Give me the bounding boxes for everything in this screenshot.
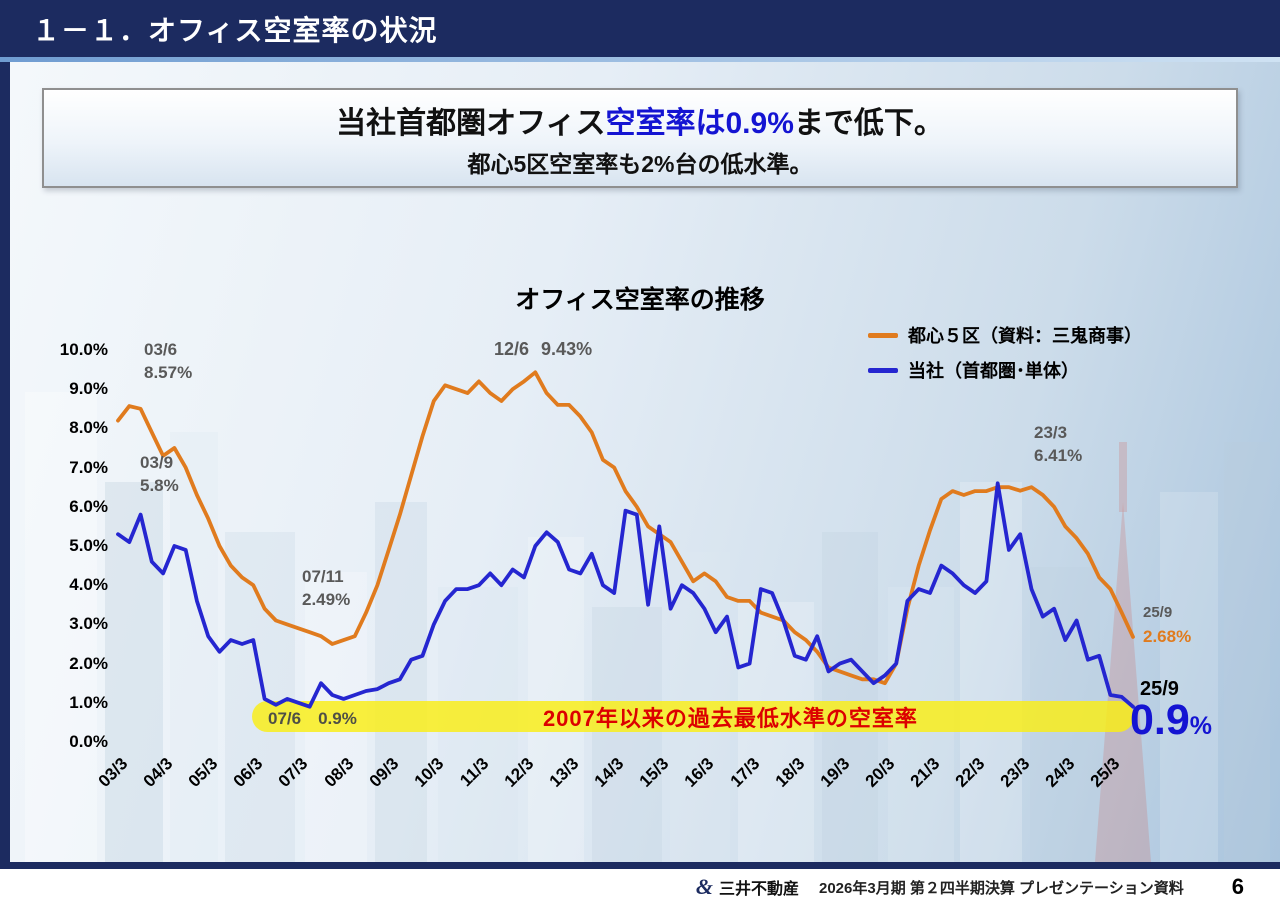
annotation-2025-09-own-value: 0.9% [1130, 699, 1212, 742]
x-tick-label: 20/3 [861, 754, 899, 791]
band-main-label: 2007年以来の過去最低水準の空室率 [542, 705, 918, 731]
x-tick-label: 07/3 [275, 754, 312, 791]
annotation-date: 23/3 [1034, 423, 1068, 442]
annotation-date: 03/9 [140, 453, 174, 472]
headline-line1: 当社首都圏オフィス空室率は0.9%まで低下。 [336, 98, 944, 142]
annotation-value: 8.57% [144, 362, 193, 382]
tokyo-tower-silhouette [1095, 502, 1151, 862]
y-tick-label: 5.0% [69, 536, 108, 555]
big-value-unit: % [1189, 712, 1213, 740]
headline-prefix: 当社首都圏オフィス [336, 106, 606, 140]
mitsui-ampersand-logo: & [695, 874, 713, 899]
city-photo-background [10, 62, 1280, 862]
city-skyline-graphic [25, 392, 1270, 862]
annotation-date: 12/6 [494, 339, 530, 359]
chart-legend: 都心５区（資料：三鬼商事） 当社（首都圏･単体） [868, 322, 1142, 383]
annotation-2025-09-central5wards: 25/9 2.68% [1143, 603, 1191, 649]
legend-item-central5wards: 都心５区（資料：三鬼商事） [868, 322, 1142, 348]
annotation-2012-06: 12/6 9.43% [494, 337, 592, 361]
chart-title: オフィス空室率の推移 [515, 286, 765, 314]
y-tick-label: 0.0% [69, 732, 108, 751]
page-number: 6 [1231, 874, 1244, 899]
big-value-number: 0.9 [1130, 696, 1190, 744]
record-low-band: 07/6 0.9% 2007年以来の過去最低水準の空室率 [252, 701, 1134, 732]
annotation-2003-06: 03/6 8.57% [144, 339, 192, 385]
footer-divider-bar [0, 862, 1280, 869]
x-tick-label: 11/3 [456, 754, 493, 791]
annotation-2023-03: 23/3 6.41% [1034, 422, 1082, 468]
annotation-2007-11: 07/11 2.49% [302, 566, 350, 612]
x-tick-label: 16/3 [681, 754, 718, 791]
annotation-value: 2.68% [1143, 627, 1192, 647]
annotation-date: 25/9 [1143, 604, 1173, 621]
own-line-swatch [868, 367, 898, 373]
y-tick-label: 10.0% [59, 340, 108, 359]
y-tick-label: 7.0% [69, 457, 108, 477]
x-tick-label: 25/3 [1087, 754, 1124, 791]
vacancy-chart-plot [116, 350, 1135, 742]
headline-highlight: 空室率は0.9% [605, 106, 794, 140]
x-tick-label: 08/3 [320, 754, 357, 791]
legend-item-own: 当社（首都圏･単体） [868, 357, 1142, 383]
y-tick-label: 4.0% [69, 575, 108, 595]
y-axis-ticks: 10.0% 9.0% 8.0% 7.0% 6.0% 5.0% 4.0% 3.0% 2.0% 1.0… [36, 340, 108, 751]
central5wards-line-swatch [868, 332, 898, 338]
y-tick-label: 3.0% [69, 614, 108, 634]
annotation-value: 6.41% [1034, 445, 1083, 465]
annotation-date: 03/6 [144, 340, 178, 359]
headline-suffix: まで低下。 [793, 106, 944, 140]
slide-title: １－１．オフィス空室率の状況 [32, 14, 438, 46]
left-edge-stripe [0, 62, 10, 862]
y-tick-label: 9.0% [69, 379, 108, 399]
y-tick-label: 2.0% [69, 653, 108, 673]
x-axis-ticks: 03/3 04/3 05/3 06/3 07/3 08/3 09/3 10/3 11/3 12/3… [95, 742, 1133, 812]
x-tick-label: 17/3 [726, 754, 763, 791]
annotation-value: 2.49% [302, 589, 351, 609]
x-tick-label: 22/3 [951, 754, 989, 791]
annotation-value: 5.8% [140, 475, 179, 495]
header-accent-line [0, 57, 1280, 62]
series-line-1 [116, 481, 1135, 709]
annotation-2003-09: 03/9 5.8% [140, 452, 179, 498]
series-line-0 [116, 370, 1135, 686]
slide-footer: & 三井不動産 2026年3月期 第２四半期決算 プレゼンテーション資料 6 [0, 869, 1280, 905]
annotation-value: 9.43% [541, 339, 593, 359]
headline-box: 当社首都圏オフィス空室率は0.9%まで低下。 都心5区空室率も2%台の低水準。 [42, 88, 1238, 188]
annotation-date: 07/11 [302, 567, 344, 586]
annotation-2025-09-own-date: 25/9 [1140, 678, 1179, 700]
legend-label-own: 当社（首都圏･単体） [908, 361, 1079, 381]
x-tick-label: 13/3 [545, 754, 583, 791]
headline-line2: 都心5区空室率も2%台の低水準。 [467, 150, 813, 177]
x-tick-label: 04/3 [139, 754, 177, 791]
y-tick-label: 1.0% [69, 692, 108, 712]
footer-caption: 2026年3月期 第２四半期決算 プレゼンテーション資料 [819, 879, 1184, 897]
y-tick-label: 8.0% [69, 418, 108, 438]
x-tick-label: 21/3 [906, 754, 944, 791]
vacancy-chart-svg [116, 370, 1135, 709]
x-tick-label: 12/3 [500, 754, 538, 791]
band-low-point-label: 07/6 0.9% [268, 709, 357, 728]
y-tick-label: 6.0% [69, 496, 108, 516]
slide-header: １－１．オフィス空室率の状況 [0, 0, 1280, 57]
company-name: 三井不動産 [718, 881, 799, 898]
legend-label-central5wards: 都心５区（資料：三鬼商事） [908, 326, 1142, 346]
